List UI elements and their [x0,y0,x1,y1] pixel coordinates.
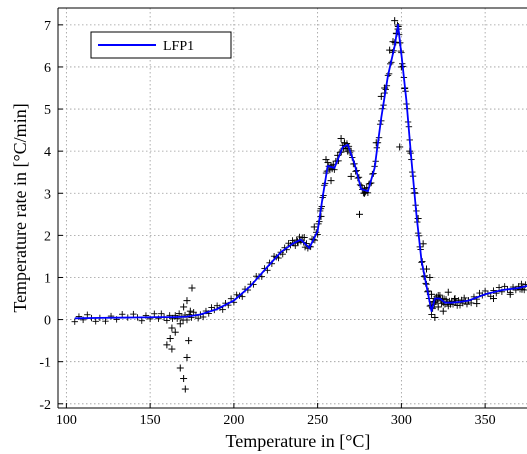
scatter-point [158,310,165,317]
scatter-point [102,317,109,325]
scatter-point [377,92,385,100]
y-axis-label: Temperature rate in [°C/min] [10,103,30,312]
scatter-point [239,293,246,300]
scatter-point [396,143,404,151]
scatter-point [130,310,137,318]
scatter-point [419,240,427,248]
y-axis-ticks: -2 -1 0 1 2 3 4 5 6 7 [39,19,63,413]
scatter-point [188,284,196,292]
scatter-point [507,289,514,296]
scatter-point [487,293,494,300]
scatter-point [347,172,355,180]
scatter-point [426,273,434,281]
scatter-point [151,310,158,317]
scatter-point [467,299,475,307]
scatter-point [185,337,193,345]
grid-lines [58,8,527,408]
scatter-point [183,316,191,324]
x-tick-label: 300 [391,413,412,428]
scatter-point [451,295,458,303]
x-axis-label: Temperature in [°C] [226,431,371,451]
scatter-point [183,297,191,305]
scatter-point [176,364,184,372]
y-tick-label: 5 [44,103,51,118]
y-tick-label: 2 [44,229,51,244]
y-tick-label: -2 [39,398,51,413]
scatter-point [279,250,286,258]
scatter-point [322,156,330,164]
scatter-point [138,317,145,324]
scatter-point [481,287,489,295]
scatter-point [414,215,422,223]
y-tick-label: 6 [44,61,51,76]
scatter-point [436,291,444,299]
legend-label-lfp1: LFP1 [163,39,194,54]
scatter-point [434,303,442,311]
scatter-point [233,291,240,299]
scatter-point [444,288,452,296]
scatter-point [324,159,331,166]
scatter-point [518,280,525,288]
scatter-point [180,303,188,311]
scatter-point [451,295,459,303]
scatter-point [176,320,184,328]
scatter-point [219,306,226,313]
y-tick-label: 4 [44,145,51,160]
scatter-point [84,311,91,318]
scatter-point [521,286,527,294]
y-tick-label: -1 [39,356,51,371]
scatter-point [296,233,303,241]
scatter-point [168,345,176,353]
x-tick-label: 250 [307,413,328,428]
x-tick-label: 350 [475,413,496,428]
scatter-point [171,328,179,336]
scatter-point [327,177,335,185]
scatter-point [501,283,508,290]
x-tick-label: 100 [56,413,77,428]
scatter-point [356,210,363,218]
scatter-point [428,311,435,318]
y-tick-label: 7 [44,19,51,34]
scatter-point [431,313,439,321]
scatter-point [391,17,399,25]
scatter-point [460,294,468,302]
scatter-point [163,341,171,349]
scatter-point [397,63,405,71]
scatter-point [181,385,189,393]
y-tick-label: 0 [44,314,51,329]
scatter-point [495,284,503,291]
scatter-point [92,318,99,325]
scatter-point [194,315,202,322]
scatter-point [439,307,447,315]
scatter-point [337,135,345,143]
scatter-point [428,290,436,298]
scatter-point [292,242,299,249]
scatter-point [342,145,350,153]
x-tick-label: 200 [223,413,244,428]
scatter-point [163,317,171,324]
scatter-point [175,310,183,317]
y-tick-label: 3 [44,187,51,202]
y-tick-label: 1 [44,271,51,286]
scatter-point [166,335,174,343]
scatter-point [442,296,450,303]
scatter-point [463,301,471,308]
plot-background [58,8,527,408]
scatter-point [183,353,191,361]
series-lines [74,23,527,320]
scatter-point [119,311,126,318]
scatter-point [71,318,78,325]
x-axis-ticks: 100 150 200 250 300 350 [56,403,496,428]
scatter-point [180,375,188,383]
scatter-point [168,324,176,332]
series-line-lfp1 [74,23,527,320]
scatter-point [310,223,318,231]
scatter-point [199,313,207,321]
legend: LFP1 [90,31,232,59]
x-tick-label: 150 [140,413,161,428]
scatter-point [227,295,235,302]
scatter-point [186,307,194,315]
